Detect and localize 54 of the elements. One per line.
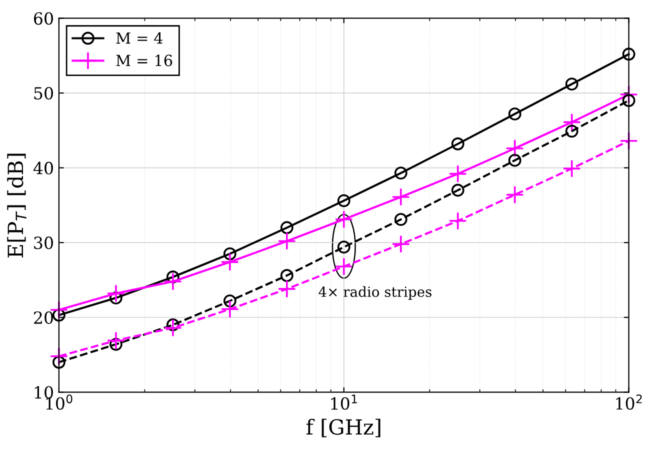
y-axis-title: E[P$_{T}$] [dB]: [7, 154, 26, 258]
point: [278, 280, 296, 298]
point: [394, 212, 408, 226]
point: [337, 240, 350, 254]
legend-label: M = 16: [116, 54, 172, 66]
y-tick-label: 60: [34, 12, 53, 25]
point: [220, 252, 240, 272]
point: [278, 232, 296, 250]
point: [394, 166, 408, 180]
point: [164, 318, 182, 338]
point: [508, 108, 522, 120]
point: [622, 48, 636, 61]
point: [506, 185, 524, 204]
point: [164, 272, 182, 291]
point: [280, 221, 294, 234]
point: [334, 257, 354, 276]
point: [508, 154, 522, 167]
point: [223, 294, 236, 308]
x-tick-label: 10$^{1}$: [331, 394, 357, 410]
point: [506, 139, 524, 158]
annotation: 4× radio stripes: [318, 286, 432, 300]
point: [334, 210, 354, 229]
point: [562, 112, 582, 132]
point: [50, 347, 68, 366]
point: [220, 300, 240, 318]
point: [109, 291, 122, 304]
point: [106, 331, 126, 350]
y-tick-label: 50: [34, 86, 53, 100]
y-tick-label: 40: [33, 162, 53, 174]
point: [223, 247, 236, 260]
point: [109, 338, 122, 351]
point: [451, 184, 464, 197]
legend-label: M = 4: [116, 32, 163, 44]
point: [280, 269, 294, 282]
y-tick-label: 30: [34, 236, 53, 250]
point: [448, 212, 468, 230]
x-axis-title: f [GHz]: [306, 418, 380, 438]
point: [106, 284, 126, 303]
point: [166, 318, 180, 332]
y-tick-label: 20: [34, 311, 53, 324]
point: [392, 234, 410, 254]
point: [166, 270, 180, 284]
point: [562, 159, 582, 178]
point: [565, 78, 578, 91]
point: [451, 137, 464, 150]
point: [52, 308, 66, 322]
point: [392, 188, 410, 206]
point: [448, 164, 468, 184]
point: [622, 94, 636, 107]
y-tick-label: 10: [34, 386, 53, 399]
x-tick-label: 10$^{2}$: [616, 394, 642, 410]
point: [565, 124, 578, 138]
point: [337, 194, 350, 208]
point: [52, 356, 66, 369]
